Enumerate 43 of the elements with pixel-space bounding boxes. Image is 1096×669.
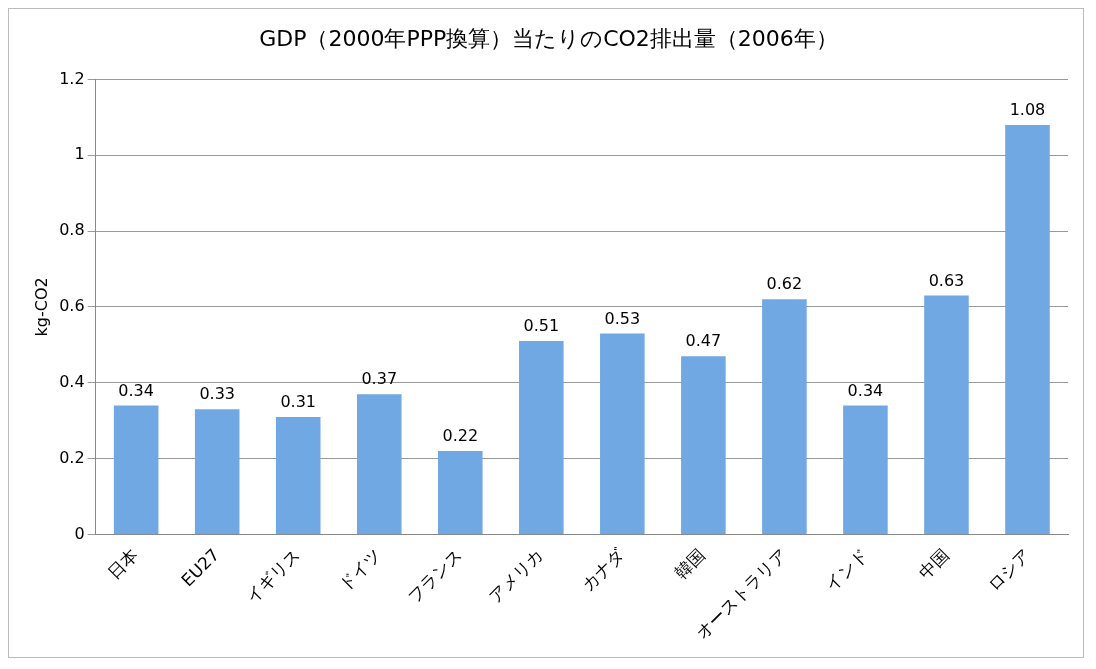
bar: [194, 409, 240, 534]
data-label: 0.62: [766, 274, 803, 294]
x-tick-label: ドイツ: [335, 544, 386, 595]
bar: [600, 333, 645, 534]
bar: [275, 416, 321, 534]
y-tick-label: 1: [74, 144, 85, 164]
data-label: 0.34: [847, 380, 884, 400]
x-tick-label: 中国: [914, 544, 953, 583]
bar: [113, 405, 159, 534]
x-tick-label: 日本: [103, 544, 143, 583]
bar: [1005, 124, 1050, 534]
y-tick-label: 0.6: [59, 296, 85, 316]
data-label: 0.33: [199, 384, 235, 404]
bar: [356, 394, 402, 534]
data-label: 1.08: [1009, 100, 1046, 120]
x-tick-label: 韓国: [671, 544, 710, 583]
x-tick-label: フランス: [404, 544, 467, 607]
data-label: 0.34: [118, 380, 154, 400]
y-tick-label: 0.2: [59, 447, 85, 467]
x-tick-label: アメリカ: [485, 544, 548, 607]
bar: [519, 341, 564, 534]
bar: [924, 295, 969, 534]
bar: [762, 299, 807, 534]
data-label: 0.63: [928, 270, 965, 290]
data-label: 0.47: [685, 331, 722, 351]
bar: [843, 405, 888, 534]
y-axis-title: kg-CO2: [31, 277, 51, 337]
bar: [438, 451, 483, 534]
x-tick-label: イギリス: [241, 544, 305, 607]
y-tick-label: 0.8: [59, 220, 85, 240]
chart-title: GDP（2000年PPP換算）当たりのCO2排出量（2006年）: [259, 25, 838, 51]
data-label: 0.37: [361, 369, 398, 389]
x-tick-label: インド: [821, 544, 872, 595]
x-tick-label: カナダ: [578, 543, 629, 595]
data-label: 0.22: [442, 426, 479, 446]
data-label: 0.51: [523, 316, 560, 336]
y-tick-label: 1.2: [59, 68, 85, 88]
x-tick-label: ロシア: [983, 544, 1034, 595]
data-label: 0.53: [604, 308, 641, 328]
y-tick-label: 0: [74, 523, 85, 543]
y-tick-label: 0.4: [59, 371, 85, 391]
data-label: 0.31: [280, 392, 317, 412]
bar: [681, 356, 726, 534]
